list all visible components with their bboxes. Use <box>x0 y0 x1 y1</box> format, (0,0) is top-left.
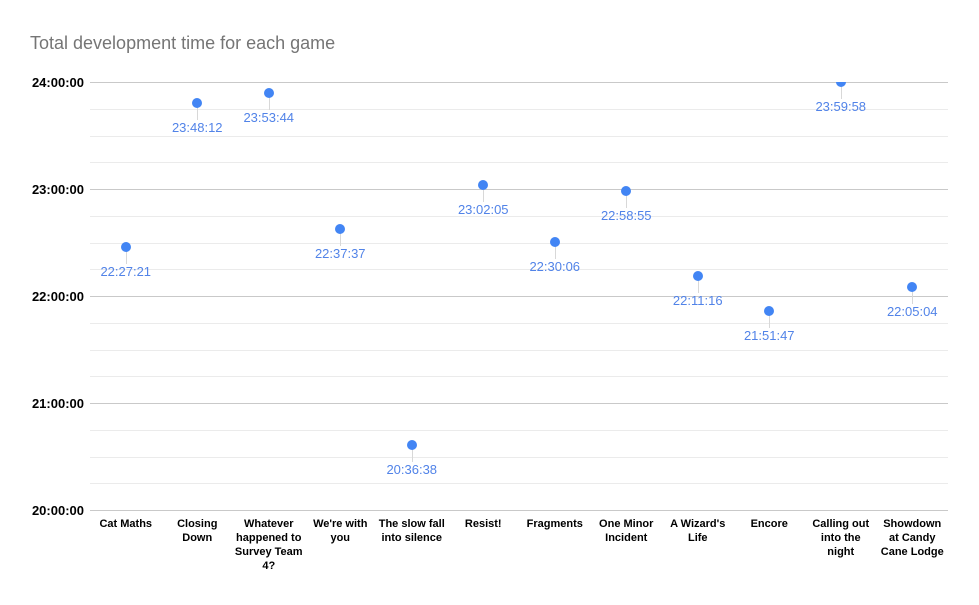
data-point <box>406 439 417 450</box>
data-point-label: 20:36:38 <box>386 461 438 477</box>
gridline-minor <box>90 457 948 458</box>
data-point-stem <box>626 194 627 208</box>
data-point <box>192 98 203 109</box>
gridline-minor <box>90 430 948 431</box>
y-tick-label: 22:00:00 <box>31 289 84 304</box>
x-axis: Cat Maths Closing Down Whatever happened t… <box>90 517 948 605</box>
chart-title: Total development time for each game <box>30 33 336 53</box>
data-point-label: 22:27:21 <box>100 264 152 280</box>
x-category-label: One Minor Incident <box>599 518 654 544</box>
x-category-label: Fragments <box>526 518 583 530</box>
gridline-minor <box>90 376 948 377</box>
data-point <box>835 82 846 88</box>
data-point-label: 23:53:44 <box>243 110 295 126</box>
data-point-label: 23:02:05 <box>457 202 509 218</box>
data-point-stem <box>841 86 842 100</box>
gridline-minor <box>90 323 948 324</box>
plot-area: 22:27:21 23:48:12 23:53:44 22:37:37 20:36:38… <box>90 82 948 511</box>
x-category-label: Showdown at Candy Cane Lodge <box>880 518 944 558</box>
gridline-minor <box>90 483 948 484</box>
data-point-label: 22:05:04 <box>886 303 938 319</box>
data-point-label: 23:48:12 <box>171 120 223 136</box>
data-point-label: 22:37:37 <box>314 245 366 261</box>
data-point-stem <box>269 97 270 111</box>
data-point-stem <box>412 448 413 462</box>
x-category-label: Resist! <box>464 518 502 530</box>
data-point-stem <box>698 279 699 293</box>
gridline-major <box>90 403 948 404</box>
data-point-stem <box>483 189 484 203</box>
data-point-stem <box>340 232 341 246</box>
x-category-label: Cat Maths <box>99 518 153 530</box>
y-axis: 24:00:00 23:00:00 22:00:00 21:00:00 20:00:00 <box>0 0 84 605</box>
y-tick-label: 23:00:00 <box>31 182 84 197</box>
data-point <box>335 223 346 234</box>
data-point-stem <box>912 290 913 304</box>
gridline-major <box>90 296 948 297</box>
data-point <box>907 281 918 292</box>
gridline-minor <box>90 136 948 137</box>
gridline-major <box>90 510 948 511</box>
data-point-stem <box>126 251 127 265</box>
data-point <box>692 270 703 281</box>
gridline-minor <box>90 216 948 217</box>
y-tick-label: 21:00:00 <box>31 396 84 411</box>
x-category-label: Closing Down <box>177 518 218 544</box>
data-point-label: 22:58:55 <box>600 207 652 223</box>
data-point-label: 22:30:06 <box>529 259 581 275</box>
data-point-stem <box>555 246 556 260</box>
data-point <box>549 237 560 248</box>
data-point <box>621 185 632 196</box>
x-category-label: The slow fall into silence <box>378 518 445 544</box>
x-category-label: Whatever happened to Survey Team 4? <box>234 518 303 572</box>
data-point-label: 23:59:58 <box>815 99 867 115</box>
gridline-minor <box>90 109 948 110</box>
gridline-major <box>90 82 948 83</box>
data-point-stem <box>769 314 770 328</box>
data-point <box>120 242 131 253</box>
x-category-label: Encore <box>750 518 788 530</box>
gridline-minor <box>90 162 948 163</box>
gridline-minor <box>90 243 948 244</box>
data-point-stem <box>197 107 198 121</box>
data-point-label: 22:11:16 <box>672 292 723 308</box>
gridline-minor <box>90 350 948 351</box>
y-tick-label: 20:00:00 <box>31 503 84 518</box>
data-point-label: 21:51:47 <box>743 327 795 343</box>
x-category-label: Calling out into the night <box>812 518 870 558</box>
x-category-label: A Wizard's Life <box>670 518 726 544</box>
y-tick-label: 24:00:00 <box>31 75 84 90</box>
data-point <box>478 180 489 191</box>
data-point <box>764 305 775 316</box>
gridline-major <box>90 189 948 190</box>
x-category-label: We're with you <box>313 518 368 544</box>
data-point <box>263 88 274 99</box>
gridline-minor <box>90 269 948 270</box>
